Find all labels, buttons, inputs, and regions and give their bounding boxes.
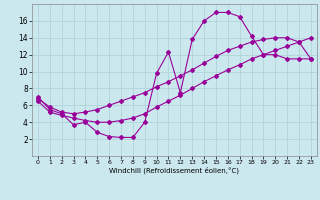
X-axis label: Windchill (Refroidissement éolien,°C): Windchill (Refroidissement éolien,°C) xyxy=(109,167,239,174)
